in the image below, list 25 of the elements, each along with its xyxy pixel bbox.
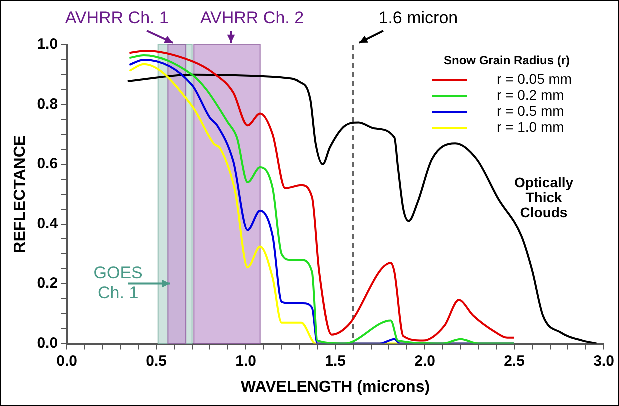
y-tick-label: 0.0 (37, 334, 58, 352)
band-label: AVHRR Ch. 1 (65, 8, 169, 28)
y-tick-label: 0.8 (37, 96, 58, 113)
band-label: AVHRR Ch. 2 (200, 8, 304, 28)
band-label: GOES Ch. 1 (94, 263, 143, 302)
x-tick-label: 1.5 (325, 352, 346, 370)
x-tick-label: 0.0 (56, 352, 78, 370)
ref-line-label: 1.6 micron (378, 8, 458, 28)
y-tick-label: 0.6 (37, 156, 58, 173)
legend-label: r = 0.05 mm (497, 70, 572, 87)
x-tick-label: 2.5 (504, 352, 525, 370)
legend-label: r = 0.2 mm (497, 86, 564, 103)
y-tick-label: 0.4 (37, 215, 59, 232)
x-tick-label: 1.0 (236, 352, 256, 370)
x-tick-label: 2.0 (414, 352, 436, 370)
legend-label: r = 0.5 mm (497, 102, 564, 119)
y-axis-title: REFLECTANCE (12, 135, 30, 254)
y-tick-label: 0.2 (37, 275, 58, 292)
y-tick-label: 1.0 (37, 36, 58, 54)
annotation: Optically Thick Clouds (514, 174, 574, 221)
x-tick-label: 3.0 (594, 352, 614, 370)
legend-title: Snow Grain Radius (r) (444, 53, 570, 68)
legend-label: r = 1.0 mm (497, 118, 564, 135)
x-tick-label: 0.5 (146, 352, 167, 370)
x-axis-title: WAVELENGTH (microns) (241, 378, 430, 396)
